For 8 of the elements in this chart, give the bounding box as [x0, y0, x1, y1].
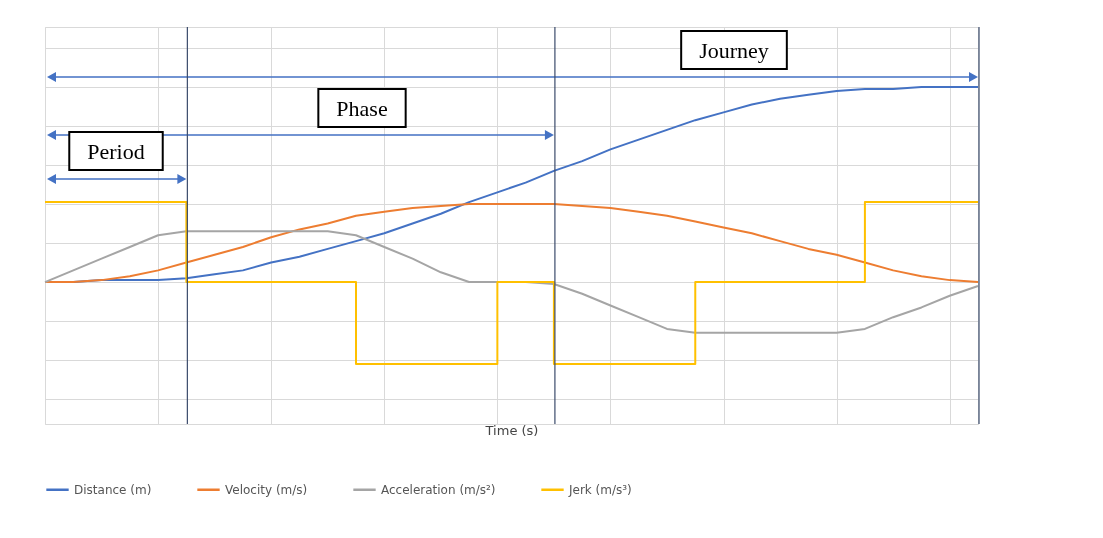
- annotation: Period: [87, 139, 145, 164]
- legend-label: Distance (m): [74, 482, 152, 497]
- legend-label: Velocity (m/s): [225, 482, 308, 497]
- legend-label: Jerk (m/s³): [568, 482, 632, 497]
- x-axis-title: Time (s): [484, 422, 539, 438]
- text: Journey: [699, 38, 769, 63]
- annotation: Phase: [336, 96, 388, 121]
- legend-label: Acceleration (m/s²): [381, 482, 496, 497]
